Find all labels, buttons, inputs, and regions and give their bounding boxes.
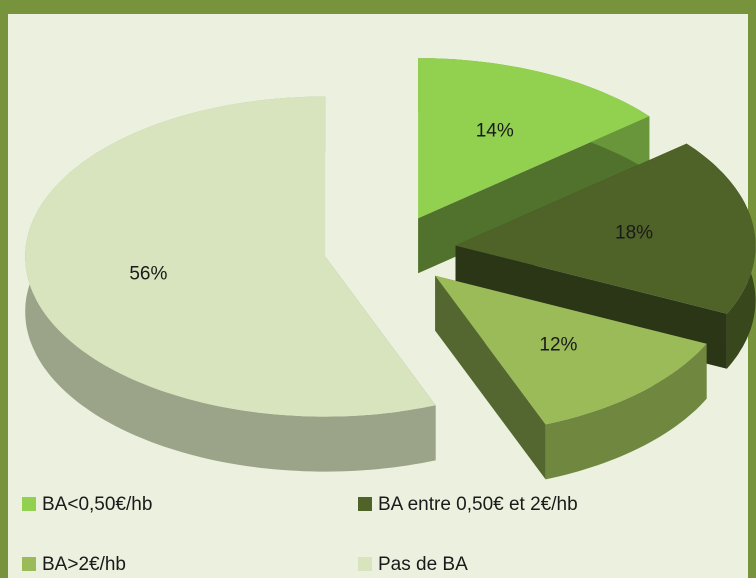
slice-top xyxy=(455,143,756,314)
slice xyxy=(418,58,650,274)
data-label: 56% xyxy=(129,264,167,285)
data-label: 14% xyxy=(476,120,514,141)
slice-wall xyxy=(418,116,650,274)
data-label: 18% xyxy=(615,223,653,244)
legend-swatch xyxy=(22,557,36,571)
slice-top xyxy=(435,275,707,425)
slice-top xyxy=(418,58,650,219)
legend-label: BA>2€/hb xyxy=(42,554,126,575)
legend-swatch xyxy=(358,497,372,511)
legend-swatch xyxy=(358,557,372,571)
legend-label: BA<0,50€/hb xyxy=(42,494,152,515)
slice-wall xyxy=(435,275,546,480)
slice-top xyxy=(25,96,436,417)
legend-swatch xyxy=(22,497,36,511)
legend-label: Pas de BA xyxy=(378,554,468,575)
slice xyxy=(435,275,707,480)
data-label: 12% xyxy=(539,335,577,356)
slice xyxy=(25,96,436,472)
legend-label: BA entre 0,50€ et 2€/hb xyxy=(378,494,578,515)
slice-side xyxy=(545,343,707,480)
